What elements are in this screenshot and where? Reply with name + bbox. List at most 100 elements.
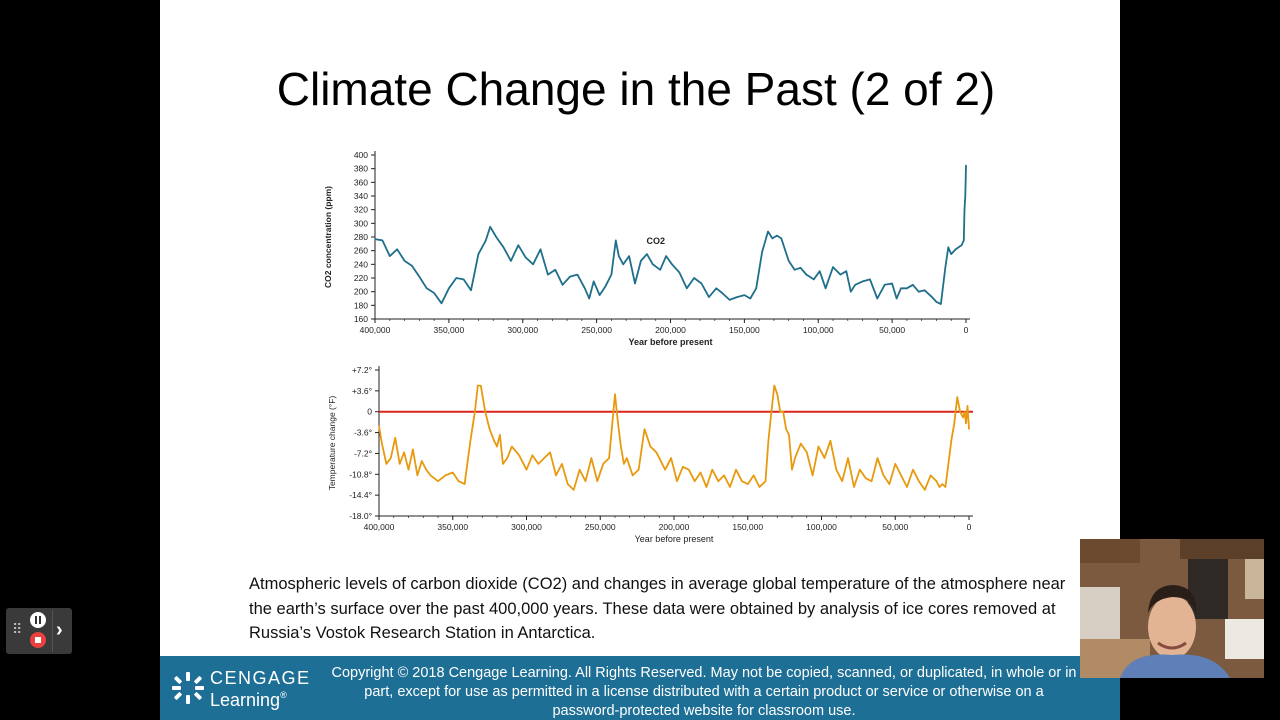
data-point <box>590 457 592 459</box>
y-tick-label: 180 <box>354 300 368 310</box>
data-point <box>938 486 941 488</box>
data-point <box>882 474 885 476</box>
data-point <box>805 274 808 276</box>
data-point <box>761 251 763 253</box>
data-point <box>794 269 796 271</box>
data-point <box>599 294 601 296</box>
data-point <box>593 280 595 282</box>
x-axis-label: Year before present <box>635 534 714 544</box>
data-point <box>470 289 472 291</box>
x-tick-label: 100,000 <box>803 325 834 335</box>
data-point <box>502 246 505 248</box>
data-point <box>912 284 914 286</box>
data-point <box>496 445 498 448</box>
data-point <box>688 469 690 471</box>
data-point <box>791 469 793 471</box>
data-point <box>493 440 495 442</box>
slide-title: Climate Change in the Past (2 of 2) <box>276 63 996 115</box>
data-point <box>676 480 678 482</box>
data-point <box>788 434 790 436</box>
data-point <box>374 238 376 240</box>
data-point <box>715 287 717 289</box>
data-point <box>767 440 770 442</box>
y-axis-label: Temperature change (°F) <box>327 396 337 491</box>
data-point <box>944 486 947 488</box>
data-point <box>569 276 571 278</box>
data-point <box>547 274 549 276</box>
data-point <box>865 477 867 479</box>
data-point <box>935 301 938 303</box>
data-point <box>381 443 383 445</box>
data-point <box>658 457 660 459</box>
x-tick-label: 0 <box>964 325 969 335</box>
x-tick-label: 300,000 <box>511 522 542 532</box>
data-point <box>896 297 898 300</box>
slide-caption: Atmospheric levels of carbon dioxide (CO… <box>249 575 1066 642</box>
x-tick-label: 300,000 <box>507 325 538 335</box>
data-point <box>378 425 380 427</box>
data-point <box>930 474 932 476</box>
data-point <box>385 463 387 465</box>
data-point <box>966 405 969 407</box>
data-point <box>620 445 622 448</box>
data-point <box>884 284 886 286</box>
data-point <box>771 237 774 239</box>
data-point <box>799 267 802 269</box>
pause-button[interactable] <box>30 612 46 628</box>
data-point <box>964 411 966 413</box>
data-point <box>664 469 666 471</box>
data-point <box>412 448 414 450</box>
logo-learning-word: Learning <box>210 690 281 710</box>
data-point <box>800 443 802 445</box>
data-point <box>788 260 790 262</box>
data-point <box>847 457 849 459</box>
data-point <box>549 451 551 453</box>
data-point <box>947 246 949 248</box>
data-point <box>623 463 625 465</box>
data-point <box>965 422 967 424</box>
presenter-video <box>1080 539 1264 678</box>
data-point <box>918 291 920 293</box>
data-point <box>931 296 933 298</box>
data-point <box>396 248 398 250</box>
y-tick-label: 300 <box>354 218 368 228</box>
stop-button[interactable] <box>30 632 46 648</box>
data-point <box>543 457 545 459</box>
data-point <box>531 454 533 456</box>
drag-handle-icon[interactable]: ⠿ <box>12 621 23 637</box>
data-point <box>794 457 796 459</box>
chevron-right-icon[interactable]: › <box>56 619 63 641</box>
y-tick-label: 200 <box>354 287 368 297</box>
data-point <box>747 483 749 485</box>
data-point <box>924 489 926 491</box>
data-point <box>906 287 908 289</box>
data-point <box>717 480 719 482</box>
data-point <box>708 296 710 298</box>
data-point <box>753 474 755 476</box>
data-point <box>829 440 832 442</box>
data-point <box>640 260 642 262</box>
data-point <box>390 457 392 459</box>
data-point <box>699 471 702 474</box>
x-tick-label: 50,000 <box>882 522 908 532</box>
x-tick-label: 350,000 <box>434 325 465 335</box>
data-point <box>554 269 556 271</box>
data-point <box>539 248 542 250</box>
data-point <box>525 256 527 259</box>
data-series-line <box>378 384 970 491</box>
data-point <box>602 463 604 465</box>
data-point <box>682 466 684 468</box>
data-point <box>900 287 902 289</box>
data-point <box>686 287 688 289</box>
recording-controls: ⠿ › <box>6 608 72 654</box>
data-point <box>736 296 738 298</box>
data-point <box>806 451 808 453</box>
slide-footer: CENGAGE Learning® Copyright © 2018 Cenga… <box>160 656 1120 720</box>
data-point <box>596 480 598 482</box>
data-point <box>562 284 564 286</box>
data-point <box>729 486 731 488</box>
data-point <box>484 411 486 413</box>
data-point <box>649 445 651 448</box>
data-point <box>463 278 465 280</box>
y-tick-label: 0 <box>367 407 372 417</box>
